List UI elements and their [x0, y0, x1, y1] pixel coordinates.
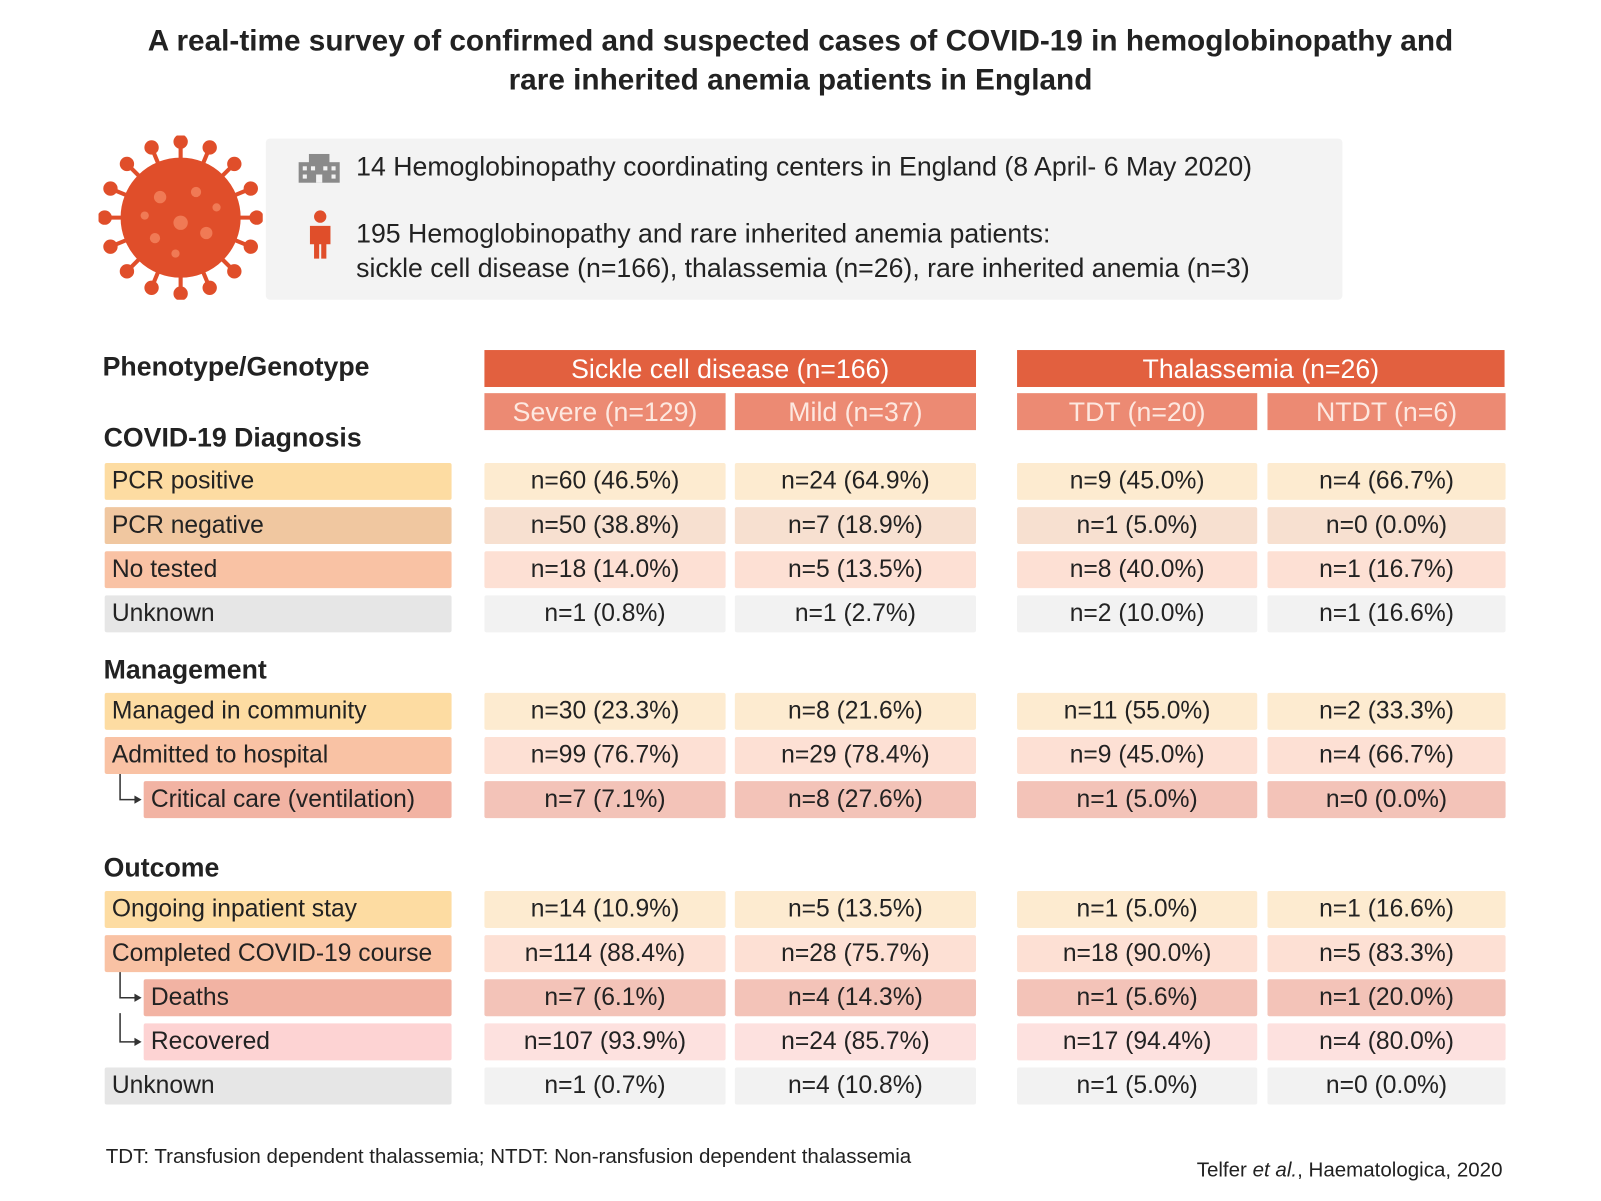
section-header: Outcome [103, 851, 220, 883]
value-cell: n=2 (33.3%) [1267, 692, 1506, 730]
arrow [134, 795, 142, 804]
subgroup-header: Mild (n=37) [734, 393, 977, 431]
value-cell: n=8 (40.0%) [1017, 551, 1258, 589]
row-label: Admitted to hospital [104, 737, 452, 774]
subgroup-header: NTDT (n=6) [1267, 393, 1506, 431]
value-cell: n=18 (90.0%) [1017, 935, 1258, 973]
row-label: PCR negative [104, 507, 452, 545]
value-cell: n=5 (13.5%) [734, 891, 977, 928]
value-cell: n=5 (13.5%) [734, 551, 977, 589]
value-cell: n=28 (75.7%) [734, 935, 977, 973]
value-cell: n=7 (7.1%) [484, 781, 726, 819]
value-cell: n=29 (78.4%) [734, 737, 977, 774]
row-label: Completed COVID-19 course [104, 935, 452, 973]
value-cell: n=0 (0.0%) [1267, 781, 1506, 819]
value-cell: n=4 (10.8%) [734, 1067, 977, 1105]
subgroup-header: Severe (n=129) [484, 393, 726, 431]
row-label: Managed in community [104, 692, 452, 730]
value-cell: n=0 (0.0%) [1267, 507, 1506, 545]
value-cell: n=14 (10.9%) [484, 891, 726, 928]
value-cell: n=4 (80.0%) [1267, 1023, 1506, 1061]
group-header: Sickle cell disease (n=166) [484, 350, 977, 387]
value-cell: n=24 (85.7%) [734, 1023, 977, 1061]
citation-rest: , Haematologica, 2020 [1297, 1158, 1503, 1182]
value-cell: n=1 (0.8%) [484, 595, 726, 633]
value-cell: n=1 (5.0%) [1017, 1067, 1258, 1105]
value-cell: n=107 (93.9%) [484, 1023, 726, 1061]
value-cell: n=114 (88.4%) [484, 935, 726, 973]
value-cell: n=60 (46.5%) [484, 462, 726, 500]
value-cell: n=50 (38.8%) [484, 507, 726, 545]
arrow [134, 1037, 142, 1047]
value-cell: n=99 (76.7%) [484, 737, 726, 774]
row-label: Ongoing inpatient stay [104, 891, 452, 928]
value-cell: n=1 (5.6%) [1017, 979, 1258, 1017]
person-icon [309, 210, 331, 259]
section-header: COVID-19 Diagnosis [103, 421, 362, 453]
value-cell: n=0 (0.0%) [1267, 1067, 1506, 1105]
value-cell: n=1 (16.6%) [1267, 595, 1506, 633]
row-label: Unknown [104, 1067, 452, 1105]
value-cell: n=17 (94.4%) [1017, 1023, 1258, 1061]
value-cell: n=7 (6.1%) [484, 979, 726, 1017]
citation-author: Telfer [1196, 1158, 1247, 1182]
value-cell: n=1 (20.0%) [1267, 979, 1506, 1017]
value-cell: n=1 (16.6%) [1267, 891, 1506, 928]
value-cell: n=1 (16.7%) [1267, 551, 1506, 589]
row-label: PCR positive [104, 462, 452, 500]
value-cell: n=8 (27.6%) [734, 781, 977, 819]
value-cell: n=1 (5.0%) [1017, 891, 1258, 928]
value-cell: n=2 (10.0%) [1017, 595, 1258, 633]
subgroup-header: TDT (n=20) [1017, 393, 1258, 431]
value-cell: n=24 (64.9%) [734, 462, 977, 500]
value-cell: n=11 (55.0%) [1017, 692, 1258, 730]
info-centers: 14 Hemoglobinopathy coordinating centers… [356, 150, 1253, 182]
info-patients: 195 Hemoglobinopathy and rare inherited … [356, 217, 1051, 249]
arrow [119, 969, 136, 999]
info-box [265, 138, 1343, 300]
value-cell: n=1 (0.7%) [484, 1067, 726, 1105]
group-header: Thalassemia (n=26) [1017, 350, 1505, 387]
citation: Telfer et al., Haematologica, 2020 [1197, 1159, 1503, 1183]
value-cell: n=8 (21.6%) [734, 692, 977, 730]
info-patients: sickle cell disease (n=166), thalassemia… [356, 252, 1250, 284]
title-line: rare inherited anemia patients in Englan… [508, 63, 1093, 97]
value-cell: n=4 (66.7%) [1267, 462, 1506, 500]
row-label: Deaths [143, 979, 452, 1017]
row-label: Unknown [104, 595, 452, 633]
row-label: Recovered [143, 1023, 452, 1061]
section-header: Management [103, 653, 267, 685]
value-cell: n=30 (23.3%) [484, 692, 726, 730]
citation-etal: et al. [1252, 1158, 1298, 1182]
value-cell: n=18 (14.0%) [484, 551, 726, 589]
arrow [119, 770, 136, 801]
arrow [119, 1013, 136, 1043]
value-cell: n=4 (14.3%) [734, 979, 977, 1017]
table-header: Phenotype/Genotype [102, 351, 370, 382]
row-label: Critical care (ventilation) [143, 781, 452, 819]
value-cell: n=7 (18.9%) [734, 507, 977, 545]
value-cell: n=5 (83.3%) [1267, 935, 1506, 973]
footnote: TDT: Transfusion dependent thalassemia; … [105, 1145, 912, 1169]
value-cell: n=9 (45.0%) [1017, 462, 1258, 500]
virus-icon [98, 135, 263, 300]
title-line: A real-time survey of confirmed and susp… [147, 24, 1454, 58]
row-label: No tested [104, 551, 452, 589]
value-cell: n=9 (45.0%) [1017, 737, 1258, 774]
value-cell: n=4 (66.7%) [1267, 737, 1506, 774]
value-cell: n=1 (2.7%) [734, 595, 977, 633]
value-cell: n=1 (5.0%) [1017, 507, 1258, 545]
value-cell: n=1 (5.0%) [1017, 781, 1258, 819]
building-icon [298, 153, 340, 183]
arrow [134, 993, 142, 1002]
